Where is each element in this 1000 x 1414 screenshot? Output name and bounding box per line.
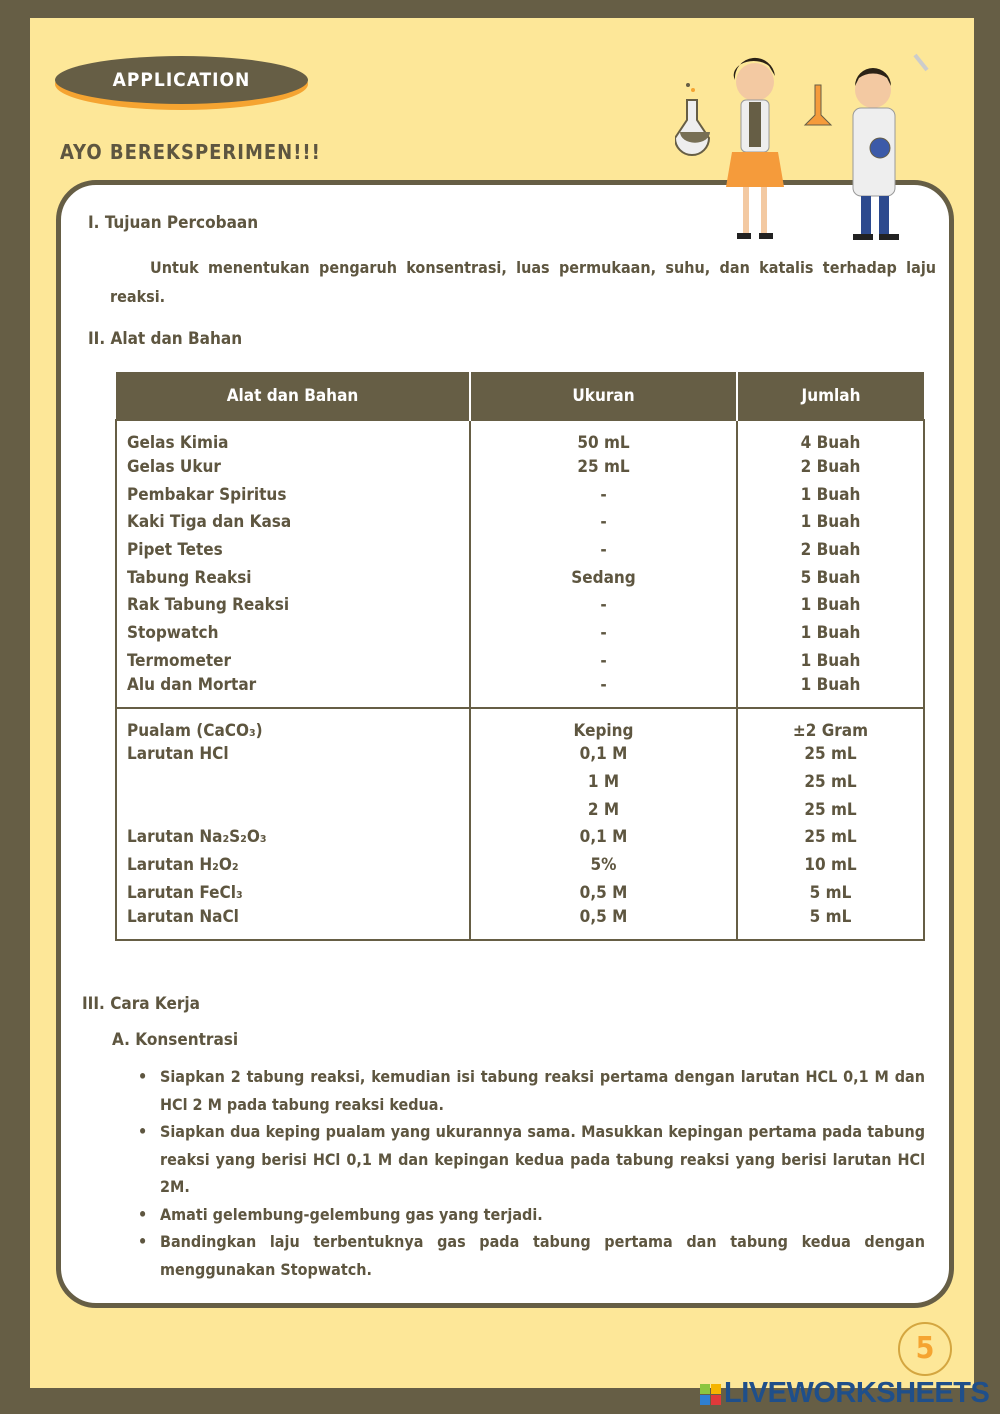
item-qty: 2 Buah [736,453,925,481]
subsection-title-concentration: A. Konsentrasi [112,1030,239,1050]
col-header-qty: Jumlah [737,372,924,420]
item-name: Larutan Na₂S₂O₃ [115,823,471,852]
item-name: Larutan HCl [115,740,471,769]
item-size: - [469,674,738,708]
item-name: Pembakar Spiritus [115,480,471,509]
subtitle: AYO BEREKSPERIMEN!!! [60,140,321,164]
item-qty: 5 Buah [736,563,925,592]
item-qty: 1 Buah [736,619,925,647]
table-row: Pembakar Spiritus -1 Buah [115,480,925,509]
item-qty: 1 Buah [736,646,925,675]
procedure-steps: Siapkan 2 tabung reaksi, kemudian isi ta… [138,1063,925,1283]
table-row: Gelas Kimia 50 mL 4 Buah [115,420,925,453]
col-header-size: Ukuran [470,372,738,420]
table-row: Pualam (CaCO₃) Keping ±2 Gram [115,707,925,741]
table-row: Termometer -1 Buah [115,646,925,675]
step-item: Bandingkan laju terbentuknya gas pada ta… [138,1228,925,1283]
liveworksheets-watermark: LIVEWORKSHEETS [700,1377,990,1410]
item-name: Termometer [115,646,471,675]
item-name: Larutan H₂O₂ [115,851,471,879]
tools-group: Gelas Kimia 50 mL 4 Buah Gelas Ukur 25 mL 2 B… [115,420,925,708]
table-row: 2 M 25 mL [115,795,925,824]
item-qty: 2 Buah [736,536,925,564]
scientist-kids-illustration [675,53,929,240]
item-name: Kaki Tiga dan Kasa [115,508,471,537]
item-name: Alu dan Mortar [115,674,471,708]
item-name: Gelas Ukur [115,453,471,481]
item-name: Rak Tabung Reaksi [115,591,471,620]
purpose-text: Untuk menentukan pengaruh konsentrasi, l… [110,258,936,306]
item-size: 5% [469,851,738,879]
table-row: Larutan HCl 0,1 M 25 mL [115,740,925,769]
item-size: 25 mL [469,453,738,481]
item-size: - [469,646,738,675]
item-size: 0,1 M [469,740,738,769]
item-name: Gelas Kimia [115,420,471,453]
item-qty: ±2 Gram [736,707,925,741]
item-size: 0,5 M [469,878,738,907]
item-qty: 4 Buah [736,420,925,453]
item-size: - [469,508,738,537]
item-size: - [469,619,738,647]
item-qty: 25 mL [736,740,925,769]
item-qty: 25 mL [736,795,925,824]
item-name: Tabung Reaksi [115,563,471,592]
item-qty: 1 Buah [736,674,925,708]
section-badge: APPLICATION [55,56,308,104]
table-row: Gelas Ukur 25 mL 2 Buah [115,453,925,481]
table-row: 1 M 25 mL [115,768,925,796]
item-size: 0,5 M [469,906,738,940]
col-header-item: Alat dan Bahan [116,372,471,420]
item-qty: 25 mL [736,823,925,852]
item-qty: 5 mL [736,906,925,940]
item-qty: 1 Buah [736,480,925,509]
item-name: Stopwatch [115,619,471,647]
tools-materials-table: Alat dan Bahan Ukuran Jumlah Gelas Kimia… [115,372,925,941]
section-title-procedure: III. Cara Kerja [82,994,200,1014]
item-qty: 1 Buah [736,591,925,620]
item-name: Larutan FeCl₃ [115,878,471,907]
item-size: - [469,536,738,564]
item-size: 0,1 M [469,823,738,852]
table-row: Pipet Tetes -2 Buah [115,536,925,564]
item-size: 1 M [469,768,738,796]
item-qty: 25 mL [736,768,925,796]
item-name: Pipet Tetes [115,536,471,564]
section-title-tools: II. Alat dan Bahan [88,329,243,349]
item-name: Larutan NaCl [115,906,471,940]
item-size: 50 mL [469,420,738,453]
watermark-text: LIVEWORKSHEETS [724,1377,990,1409]
section-title-purpose: I. Tujuan Percobaan [88,213,259,233]
step-item: Amati gelembung-gelembung gas yang terja… [138,1201,925,1229]
item-size: Sedang [469,563,738,592]
item-size: Keping [469,707,738,741]
table-row: Alu dan Mortar -1 Buah [115,674,925,708]
materials-group: Pualam (CaCO₃) Keping ±2 Gram Larutan HCl 0,… [115,707,925,940]
item-qty: 5 mL [736,878,925,907]
table-row: Larutan Na₂S₂O₃ 0,1 M 25 mL [115,823,925,852]
table-row: Kaki Tiga dan Kasa -1 Buah [115,508,925,537]
table-row: Tabung Reaksi Sedang 5 Buah [115,563,925,592]
table-row: Stopwatch -1 Buah [115,619,925,647]
step-item: Siapkan dua keping pualam yang ukurannya… [138,1118,925,1201]
item-size: - [469,480,738,509]
liveworksheets-logo-icon [700,1383,721,1405]
table-row: Larutan H₂O₂ 5% 10 mL [115,851,925,879]
table-row: Rak Tabung Reaksi -1 Buah [115,591,925,620]
item-name: Pualam (CaCO₃) [115,707,471,741]
item-qty: 1 Buah [736,508,925,537]
item-qty: 10 mL [736,851,925,879]
step-item: Siapkan 2 tabung reaksi, kemudian isi ta… [138,1063,925,1118]
item-size: - [469,591,738,620]
item-name [115,768,471,796]
item-name [115,795,471,824]
page-number: 5 [898,1322,952,1376]
item-size: 2 M [469,795,738,824]
